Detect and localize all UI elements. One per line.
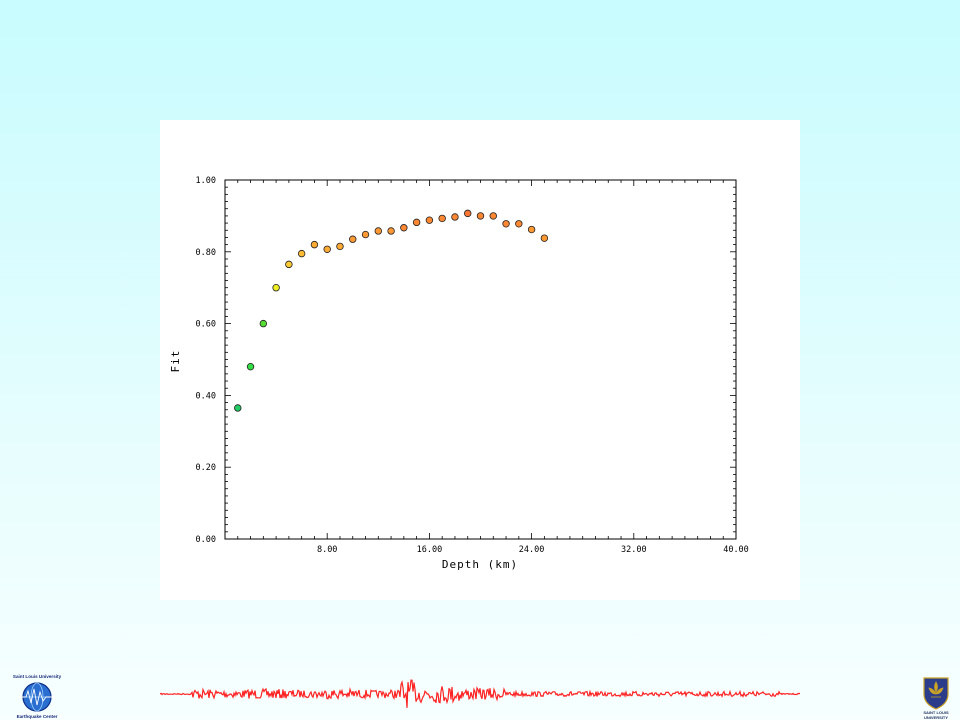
data-point: [336, 242, 344, 251]
y-tick-label: 0.40: [196, 391, 216, 401]
x-tick-label: 24.00: [519, 545, 545, 555]
data-point: [310, 240, 319, 249]
data-point: [400, 224, 408, 232]
y-axis-ticks: [225, 179, 736, 540]
saint-louis-university-crest: SAINT LOUIS UNIVERSITY: [923, 677, 949, 720]
x-axis-ticks: [224, 180, 737, 539]
data-point: [272, 283, 280, 292]
data-point: [374, 227, 382, 235]
data-point: [234, 404, 242, 412]
x-axis-title: Depth (km): [442, 558, 518, 571]
seismogram-trace: [160, 679, 801, 708]
x-axis-tick-labels: 8.00 16.00 24.00 32.00 40.00: [317, 545, 749, 555]
y-tick-label: 0.80: [196, 248, 216, 258]
y-tick-label: 1.00: [196, 176, 216, 186]
data-point: [540, 234, 549, 242]
logo-text-top: Saint Louis University: [13, 674, 62, 679]
logo-text-bottom: Earthquake Center: [17, 714, 58, 719]
y-tick-label: 0.60: [196, 320, 216, 330]
crest-text-top: SAINT LOUIS: [923, 710, 949, 715]
y-tick-label: 0.00: [196, 535, 216, 545]
y-tick-label: 0.20: [196, 463, 216, 473]
data-point: [527, 225, 536, 234]
data-point: [489, 212, 497, 220]
data-point: [515, 220, 523, 228]
data-point: [451, 213, 459, 221]
data-point: [464, 209, 472, 218]
data-point: [297, 249, 306, 258]
data-point: [285, 260, 293, 269]
x-tick-label: 32.00: [621, 545, 647, 555]
plot-panel: 8.00 16.00 24.00 32.00 40.00 0.00 0.20 0…: [160, 120, 800, 600]
earthquake-center-logo: Saint Louis University Earthquake Center: [13, 674, 62, 719]
data-point: [349, 235, 357, 243]
data-point: [476, 212, 485, 220]
fit-vs-depth-chart: 8.00 16.00 24.00 32.00 40.00 0.00 0.20 0…: [169, 176, 749, 571]
data-point: [246, 362, 255, 371]
data-point: [387, 227, 395, 235]
data-point: [323, 245, 331, 253]
logo-wave-icon: [18, 688, 56, 706]
crest-text-bottom: UNIVERSITY: [924, 715, 948, 720]
x-tick-label: 40.00: [723, 545, 749, 555]
fleur-de-lis-icon: [928, 681, 944, 698]
data-point: [361, 230, 370, 239]
data-point: [438, 214, 446, 223]
x-tick-label: 8.00: [317, 545, 337, 555]
data-point: [412, 218, 421, 227]
data-point: [502, 220, 510, 228]
x-tick-label: 16.00: [417, 545, 443, 555]
data-points: [234, 209, 549, 412]
y-axis-tick-labels: 0.00 0.20 0.40 0.60 0.80 1.00: [196, 176, 216, 545]
plot-frame: [224, 179, 737, 540]
seismogram-decoration: [160, 679, 801, 708]
data-point: [259, 319, 268, 328]
data-point: [425, 216, 434, 224]
y-axis-title: Fit: [169, 350, 182, 373]
